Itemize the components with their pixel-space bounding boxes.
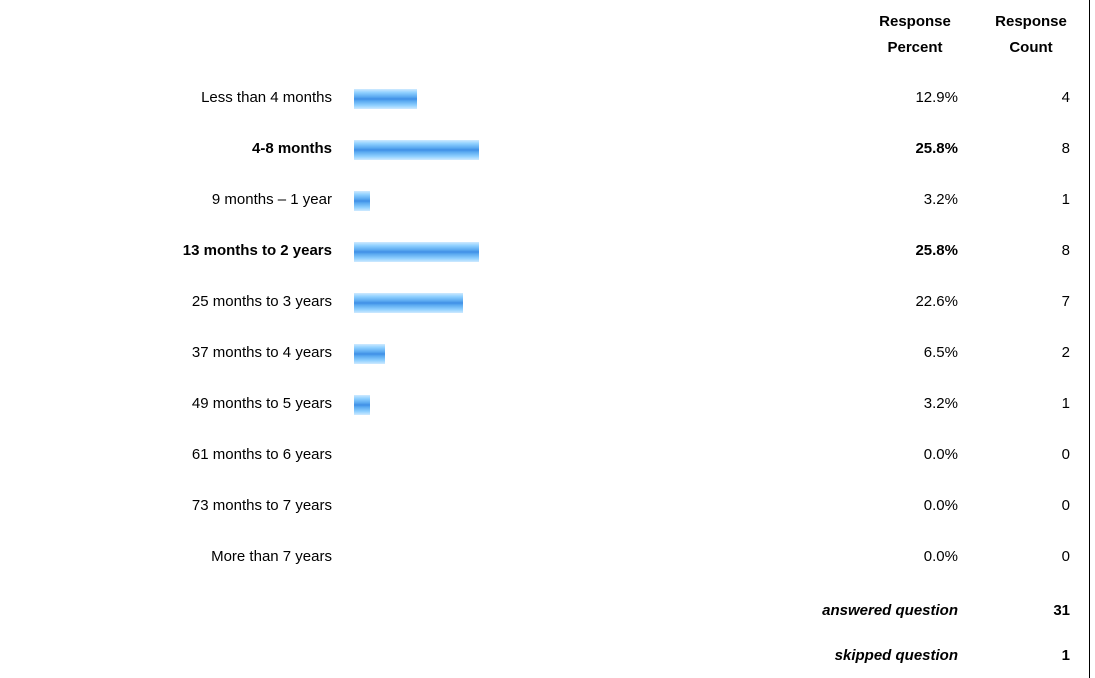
bar-row: Less than 4 months 12.9% 4 [0,74,1085,124]
bar [354,293,464,313]
bar-row: 9 months – 1 year 3.2% 1 [0,176,1085,226]
response-count: 1 [1061,395,1070,412]
response-percent: 3.2% [923,191,958,208]
response-count: 1 [1061,191,1070,208]
bar [354,242,479,262]
bar-row: 4-8 months 25.8% 8 [0,125,1085,175]
header-response-count: Response Count [995,13,1067,56]
bar [354,344,386,364]
bar [354,395,370,415]
response-percent: 6.5% [923,344,958,361]
bar-track [354,497,604,517]
bar-track [354,446,604,466]
category-label: 49 months to 5 years [191,395,332,412]
category-label: 9 months – 1 year [211,191,332,208]
bar [354,191,370,211]
response-percent: 12.9% [915,89,958,106]
category-label: 4-8 months [251,140,332,157]
response-count: 7 [1061,293,1070,310]
category-label: 25 months to 3 years [191,293,332,310]
right-border-line [1089,0,1090,678]
skipped-question-label: skipped question [834,647,958,664]
bar-track [354,293,604,313]
bar-row: 25 months to 3 years 22.6% 7 [0,278,1085,328]
bar-track [354,89,604,109]
response-percent: 0.0% [923,548,958,565]
bar-row: 61 months to 6 years 0.0% 0 [0,431,1085,481]
bar [354,89,417,109]
bar-row: 49 months to 5 years 3.2% 1 [0,380,1085,430]
bar-track [354,344,604,364]
response-count: 4 [1061,89,1070,106]
category-label: Less than 4 months [201,89,332,106]
response-count: 8 [1061,242,1070,259]
response-percent: 22.6% [915,293,958,310]
response-count: 0 [1061,548,1070,565]
response-percent: 25.8% [915,140,958,157]
bar-row: 73 months to 7 years 0.0% 0 [0,482,1085,532]
category-label: 73 months to 7 years [191,497,332,514]
category-label: More than 7 years [211,548,332,565]
response-percent: 0.0% [923,497,958,514]
bar-track [354,548,604,568]
response-percent: 0.0% [923,446,958,463]
skipped-question-count: 1 [1061,647,1070,664]
bar-row: 13 months to 2 years 25.8% 8 [0,227,1085,277]
header-response-percent: Response Percent [879,13,951,56]
bar-row: 37 months to 4 years 6.5% 2 [0,329,1085,379]
answered-question-count: 31 [1053,602,1070,619]
bar-track [354,395,604,415]
response-count: 8 [1061,140,1070,157]
answered-question-label: answered question [822,602,958,619]
bar-row: More than 7 years 0.0% 0 [0,533,1085,583]
category-label: 37 months to 4 years [191,344,332,361]
response-count: 0 [1061,497,1070,514]
response-count: 0 [1061,446,1070,463]
bar-track [354,140,604,160]
response-count: 2 [1061,344,1070,361]
skipped-row: skipped question 1 [0,638,1085,674]
response-percent: 25.8% [915,242,958,259]
category-label: 61 months to 6 years [191,446,332,463]
bar-track [354,191,604,211]
bar-track [354,242,604,262]
category-label: 13 months to 2 years [182,242,332,259]
bar [354,140,479,160]
response-percent: 3.2% [923,395,958,412]
answered-row: answered question 31 [0,593,1085,629]
